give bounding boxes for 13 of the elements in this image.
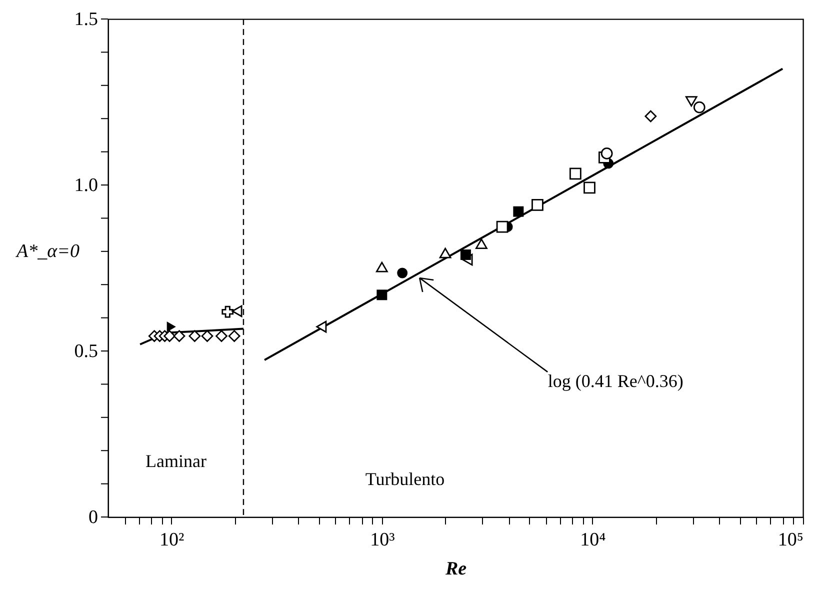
y-tick-label: 0 <box>88 507 98 528</box>
annotation: Turbulento <box>365 469 445 489</box>
x-tick-label: 10² <box>160 530 185 550</box>
annotation: Laminar <box>146 451 206 471</box>
y-tick-label: 0.5 <box>74 341 98 362</box>
annotation: log (0.41 Re^0.36) <box>548 370 684 391</box>
y-axis-title: A*_α=0 <box>14 241 80 262</box>
x-tick-label: 10³ <box>370 530 396 550</box>
x-tick-label: 10⁵ <box>778 530 804 550</box>
y-tick-label: 1.5 <box>74 9 98 30</box>
y-tick-label: 1.0 <box>74 175 98 196</box>
x-tick-label: 10⁴ <box>580 530 606 550</box>
x-axis-title: Re <box>444 558 468 580</box>
